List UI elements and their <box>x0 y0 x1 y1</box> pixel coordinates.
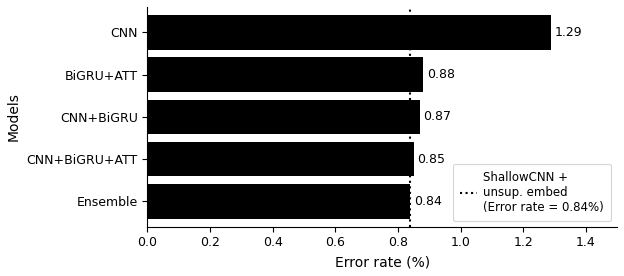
Bar <box>147 100 420 134</box>
Bar <box>147 142 414 176</box>
Bar <box>147 57 423 92</box>
Text: 0.85: 0.85 <box>417 153 446 166</box>
Text: 0.88: 0.88 <box>427 68 455 81</box>
X-axis label: Error rate (%): Error rate (%) <box>334 255 430 269</box>
Text: 0.84: 0.84 <box>414 195 442 208</box>
Text: 0.87: 0.87 <box>424 110 452 123</box>
Text: 1.29: 1.29 <box>555 26 583 39</box>
Legend: ShallowCNN +
unsup. embed
(Error rate = 0.84%): ShallowCNN + unsup. embed (Error rate = … <box>452 164 611 221</box>
Bar <box>147 184 411 219</box>
Bar <box>147 15 552 50</box>
Y-axis label: Models: Models <box>7 92 21 141</box>
